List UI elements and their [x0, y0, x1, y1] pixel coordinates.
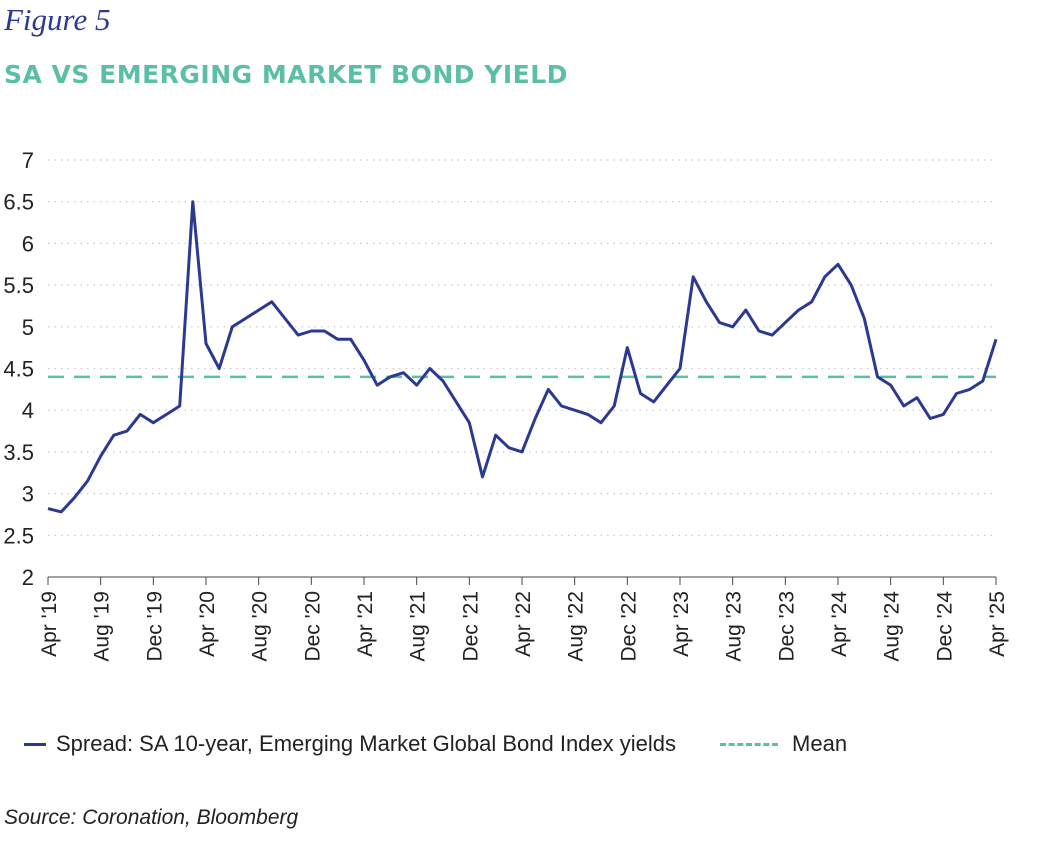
x-tick-label: Aug '21: [407, 591, 430, 662]
figure-label: Figure 5: [4, 2, 111, 37]
legend-item-spread: Spread: SA 10-year, Emerging Market Glob…: [24, 731, 676, 757]
y-tick-label: 5.5: [3, 273, 34, 298]
chart-title: SA VS EMERGING MARKET BOND YIELD: [4, 60, 568, 89]
x-tick-label: Apr '21: [354, 591, 377, 657]
series-line-spread: [47, 200, 998, 514]
y-tick-label: 2.5: [3, 523, 34, 548]
legend: Spread: SA 10-year, Emerging Market Glob…: [24, 731, 891, 757]
legend-label-spread: Spread: SA 10-year, Emerging Market Glob…: [56, 731, 677, 756]
y-tick-label: 3: [22, 482, 34, 507]
y-tick-label: 7: [22, 148, 34, 173]
x-tick-label: Apr '20: [196, 591, 219, 657]
x-tick-label: Apr '22: [512, 591, 535, 657]
x-tick-label: Apr '23: [670, 591, 693, 657]
x-tick-label: Apr '24: [828, 591, 851, 657]
x-tick-label: Dec '24: [933, 591, 956, 662]
legend-swatch-spread: [24, 742, 46, 746]
x-tick-label: Aug '23: [723, 591, 746, 662]
x-tick-label: Aug '20: [249, 591, 272, 662]
y-tick-label: 6: [22, 231, 34, 256]
legend-label-mean: Mean: [792, 731, 848, 756]
y-tick-label: 5: [22, 315, 34, 340]
y-tick-label: 4: [22, 398, 34, 423]
x-tick-label: Dec '19: [143, 591, 166, 662]
x-tick-label: Dec '21: [459, 591, 482, 662]
y-tick-label: 3.5: [3, 440, 34, 465]
x-tick-label: Aug '22: [565, 591, 588, 662]
x-tick-label: Dec '22: [617, 591, 640, 662]
x-tick-label: Dec '20: [301, 591, 324, 662]
legend-item-mean: Mean: [720, 731, 847, 757]
y-tick-label: 4.5: [3, 357, 34, 382]
x-tick-label: Apr '25: [986, 591, 1009, 657]
source-note: Source: Coronation, Bloomberg: [4, 806, 299, 829]
x-tick-label: Apr '19: [38, 591, 61, 657]
x-tick-label: Aug '19: [91, 591, 114, 662]
x-tick-label: Aug '24: [881, 591, 904, 662]
y-tick-label: 2: [22, 565, 34, 590]
x-tick-label: Dec '23: [775, 591, 798, 662]
legend-swatch-mean: [720, 742, 779, 746]
y-tick-label: 6.5: [3, 190, 34, 215]
